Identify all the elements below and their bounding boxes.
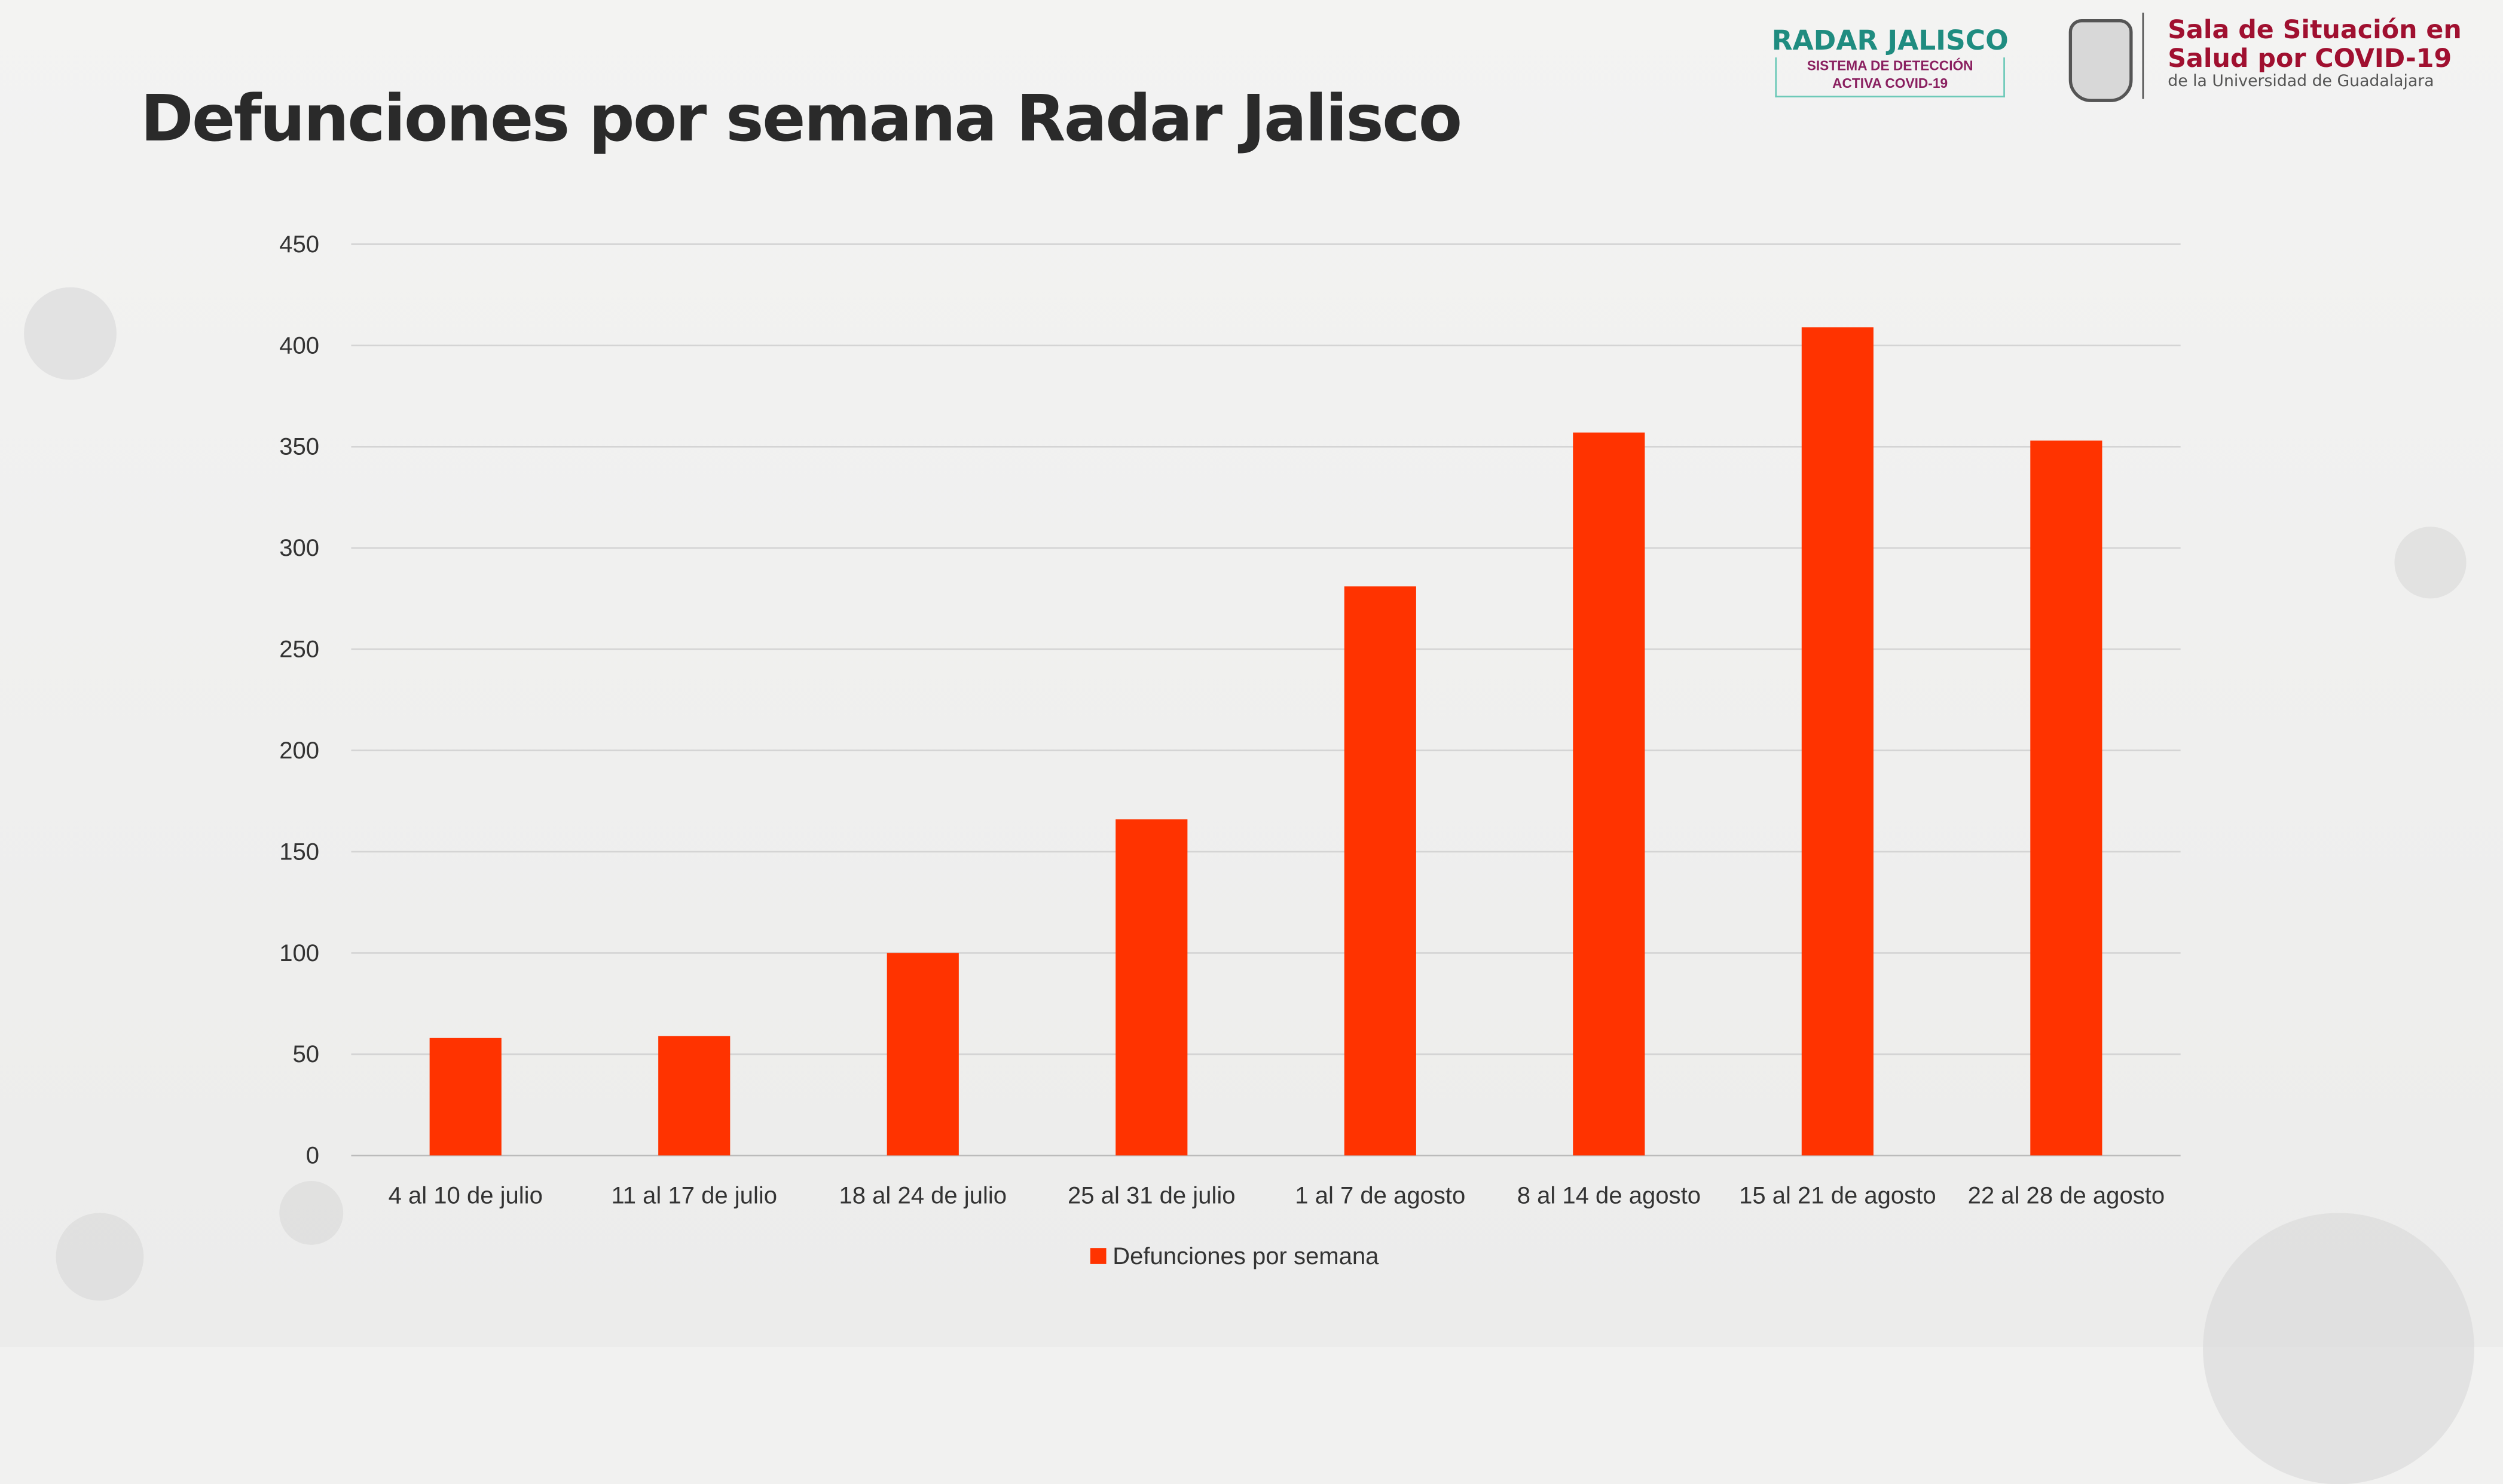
sala-line3: de la Universidad de Guadalajara [2168,73,2434,91]
bar [2030,440,2102,1156]
y-tick-label: 400 [279,332,319,359]
divider [2142,13,2144,99]
x-tick-label: 8 al 14 de agosto [1517,1182,1701,1208]
virus-decoration-icon [56,1213,144,1301]
y-tick-label: 300 [279,535,319,561]
virus-decoration-icon [2394,527,2467,599]
udg-seal-icon [2068,19,2133,102]
bar [658,1036,731,1156]
y-tick-label: 350 [279,434,319,460]
bar [1573,432,1645,1156]
x-tick-label: 11 al 17 de julio [611,1182,777,1208]
y-tick-label: 50 [293,1041,320,1067]
bar [1115,819,1188,1156]
virus-decoration-icon [279,1181,344,1245]
virus-decoration-icon [24,287,117,380]
page-title: Defunciones por semana Radar Jalisco [140,82,1462,157]
x-tick-label: 1 al 7 de agosto [1295,1182,1465,1208]
x-tick-label: 15 al 21 de agosto [1739,1182,1936,1208]
sala-line2: Salud por COVID-19 [2168,43,2452,74]
x-tick-label: 18 al 24 de julio [839,1182,1007,1208]
logo-subtitle: SISTEMA DE DETECCIÓN ACTIVA COVID-19 [1775,57,2005,97]
legend-swatch [1090,1248,1107,1264]
bar [1801,327,1874,1156]
y-tick-label: 0 [306,1143,319,1169]
bar-chart: 0 50 100 150 200 250 300 350 400 450 4 al 10 de ju… [279,231,2181,1269]
bar [1344,586,1416,1156]
y-tick-label: 200 [279,738,319,764]
radar-jalisco-logo: RADAR JALISCO SISTEMA DE DETECCIÓN ACTIV… [1762,26,2018,97]
legend-label: Defunciones por semana [1113,1243,1379,1269]
x-tick-label: 25 al 31 de julio [1068,1182,1236,1208]
sala-line1: Sala de Situación en [2168,14,2462,45]
sala-situacion-logo: Sala de Situación en Salud por COVID-19 … [2168,14,2462,93]
y-tick-label: 150 [279,839,319,865]
x-tick-label: 4 al 10 de julio [389,1182,543,1208]
bar [887,953,959,1156]
bar [429,1038,502,1156]
logo-line2: ACTIVA COVID-19 [1832,75,1948,91]
logo-name: RADAR JALISCO [1771,25,2009,58]
y-tick-label: 250 [279,637,319,663]
x-tick-label: 22 al 28 de agosto [1968,1182,2165,1208]
y-tick-label: 450 [279,231,319,258]
y-tick-label: 100 [279,940,319,966]
logo-line1: SISTEMA DE DETECCIÓN [1807,57,1973,74]
